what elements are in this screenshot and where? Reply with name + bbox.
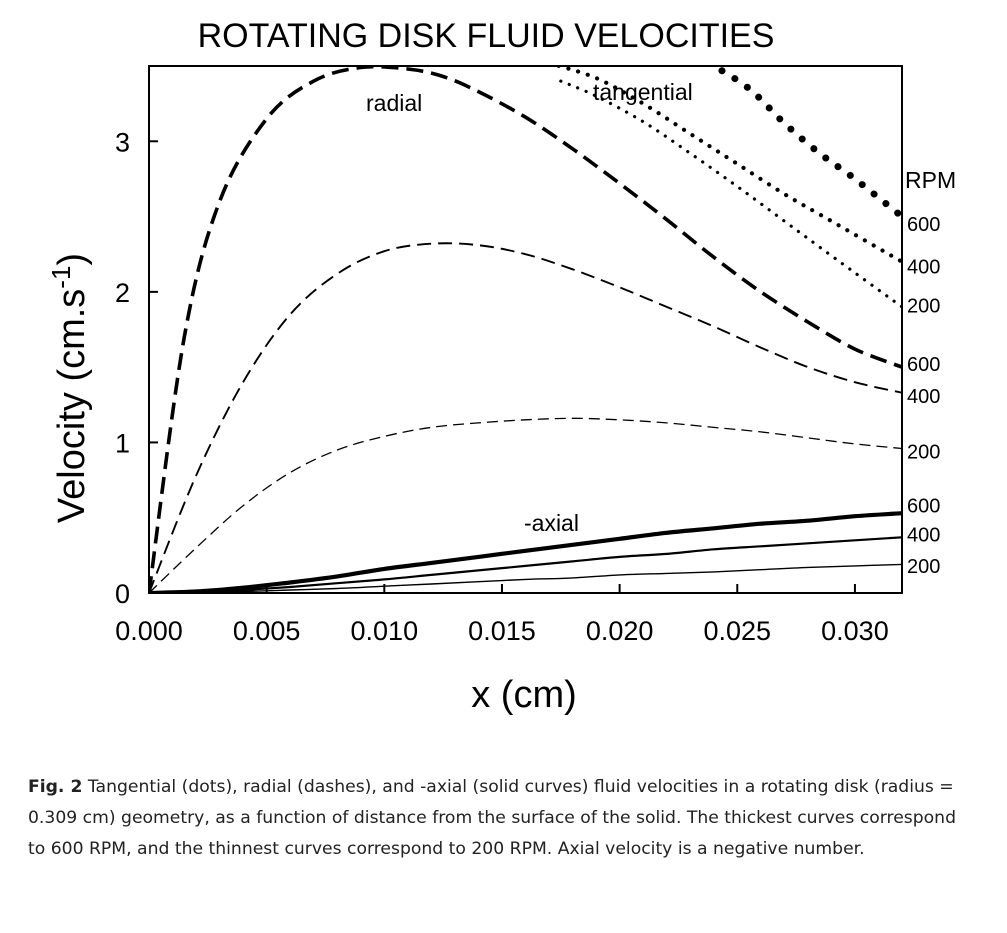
rpm-label: 400 xyxy=(907,256,940,278)
tangential-curve-400-rpm xyxy=(551,66,902,264)
axial-curve-400-rpm xyxy=(149,536,902,593)
figure-caption: Fig. 2 Tangential (dots), radial (dashes… xyxy=(28,772,978,865)
radial-curve-200-rpm xyxy=(149,417,902,593)
x-axis-label: x (cm) xyxy=(471,674,577,716)
axial-curve-200-rpm xyxy=(149,563,902,593)
rpm-label: 200 xyxy=(907,441,940,463)
y-axis: 0 1 2 3 xyxy=(115,127,158,609)
x-tick-label: 0.020 xyxy=(586,616,654,646)
y-axis-label-main: Velocity (cm.s xyxy=(51,289,93,523)
y-axis-label-superscript: -1 xyxy=(46,266,76,289)
x-tick-label: 0.030 xyxy=(821,616,889,646)
x-tick-label: 0.010 xyxy=(351,616,419,646)
y-tick-label: 0 xyxy=(115,579,130,609)
axial-curve-600-rpm xyxy=(149,511,902,593)
plot-frame xyxy=(148,65,903,594)
caption-text: Tangential (dots), radial (dashes), and … xyxy=(28,777,956,859)
tangential-curve-600-rpm xyxy=(707,66,902,221)
rpm-label: 600 xyxy=(907,354,940,376)
rpm-label: 600 xyxy=(907,214,940,236)
y-axis-label-close: ) xyxy=(51,253,93,266)
curves-layer xyxy=(149,66,902,593)
rpm-label: 400 xyxy=(907,386,940,408)
y-axis-label: Velocity (cm.s-1) xyxy=(46,253,93,523)
rpm-label: 200 xyxy=(907,556,940,578)
x-tick-label: 0.005 xyxy=(233,616,301,646)
rpm-label: 400 xyxy=(907,524,940,546)
x-tick-label: 0.015 xyxy=(468,616,536,646)
rpm-label: 600 xyxy=(907,496,940,518)
tangential-curve-200-rpm xyxy=(559,79,902,309)
chart-title: ROTATING DISK FLUID VELOCITIES xyxy=(198,17,775,55)
x-tick-label: 0.000 xyxy=(115,616,183,646)
rpm-labels: 600 400 200 600 400 200 600 400 200 xyxy=(907,214,940,578)
x-axis: 0.000 0.005 0.010 0.015 0.020 0.025 0.030 xyxy=(115,584,889,646)
radial-curve-600-rpm xyxy=(149,66,902,593)
caption-label: Fig. 2 xyxy=(28,777,83,797)
x-tick-label: 0.025 xyxy=(703,616,771,646)
radial-curve-400-rpm xyxy=(149,242,902,593)
axial-annotation: -axial xyxy=(524,510,579,536)
rpm-label: 200 xyxy=(907,295,940,317)
y-tick-label: 1 xyxy=(115,428,130,458)
rpm-header: RPM xyxy=(905,167,956,193)
radial-annotation: radial xyxy=(366,90,422,116)
y-tick-label: 2 xyxy=(115,278,130,308)
y-tick-label: 3 xyxy=(115,127,130,157)
tangential-annotation: tangential xyxy=(593,79,693,105)
